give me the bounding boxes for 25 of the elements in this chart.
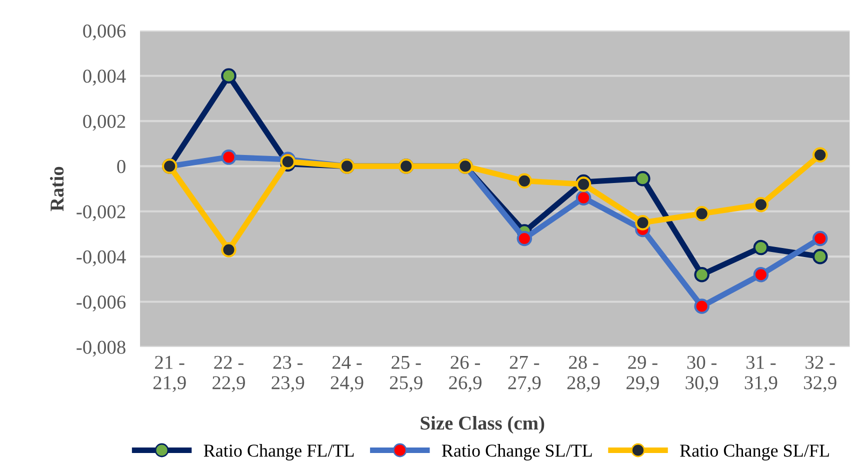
x-axis-title: Size Class (cm) bbox=[420, 416, 544, 434]
y-tick-label: 0,006 bbox=[83, 24, 126, 40]
x-tick-label: 32 - 32,9 bbox=[804, 356, 836, 392]
x-tick-label: 26 - 26,9 bbox=[449, 356, 482, 392]
y-tick-label: -0,004 bbox=[76, 250, 126, 266]
legend-label: Ratio Change FL/TL bbox=[204, 444, 354, 460]
legend-label: Ratio Change SL/TL bbox=[442, 444, 592, 460]
x-tick-label: 30 - 30,9 bbox=[686, 356, 718, 392]
x-tick-label: 31 - 31,9 bbox=[744, 356, 778, 392]
x-tick-label: 24 - 24,9 bbox=[330, 356, 364, 392]
x-tick-label: 21 - 21,9 bbox=[153, 356, 186, 392]
x-tick-label: 28 - 28,9 bbox=[567, 356, 600, 392]
x-tick-label: 22 - 22,9 bbox=[212, 356, 245, 392]
y-tick-label: 0 bbox=[117, 160, 126, 174]
x-tick-label: 29 - 29,9 bbox=[626, 356, 659, 392]
y-tick-label: 0,002 bbox=[83, 114, 126, 131]
y-tick-label: 0,004 bbox=[83, 70, 126, 86]
y-axis-title: Ratio bbox=[50, 166, 64, 212]
x-tick-label: 23 - 23,9 bbox=[272, 356, 304, 392]
x-tick-label: 27 - 27,9 bbox=[508, 356, 541, 392]
x-tick-label: 25 - 25,9 bbox=[390, 356, 422, 392]
legend-label: Ratio Change SL/FL bbox=[680, 444, 829, 460]
y-tick-label: -0,008 bbox=[76, 340, 126, 357]
y-tick-label: -0,006 bbox=[76, 296, 126, 312]
y-tick-label: -0,002 bbox=[76, 205, 126, 222]
